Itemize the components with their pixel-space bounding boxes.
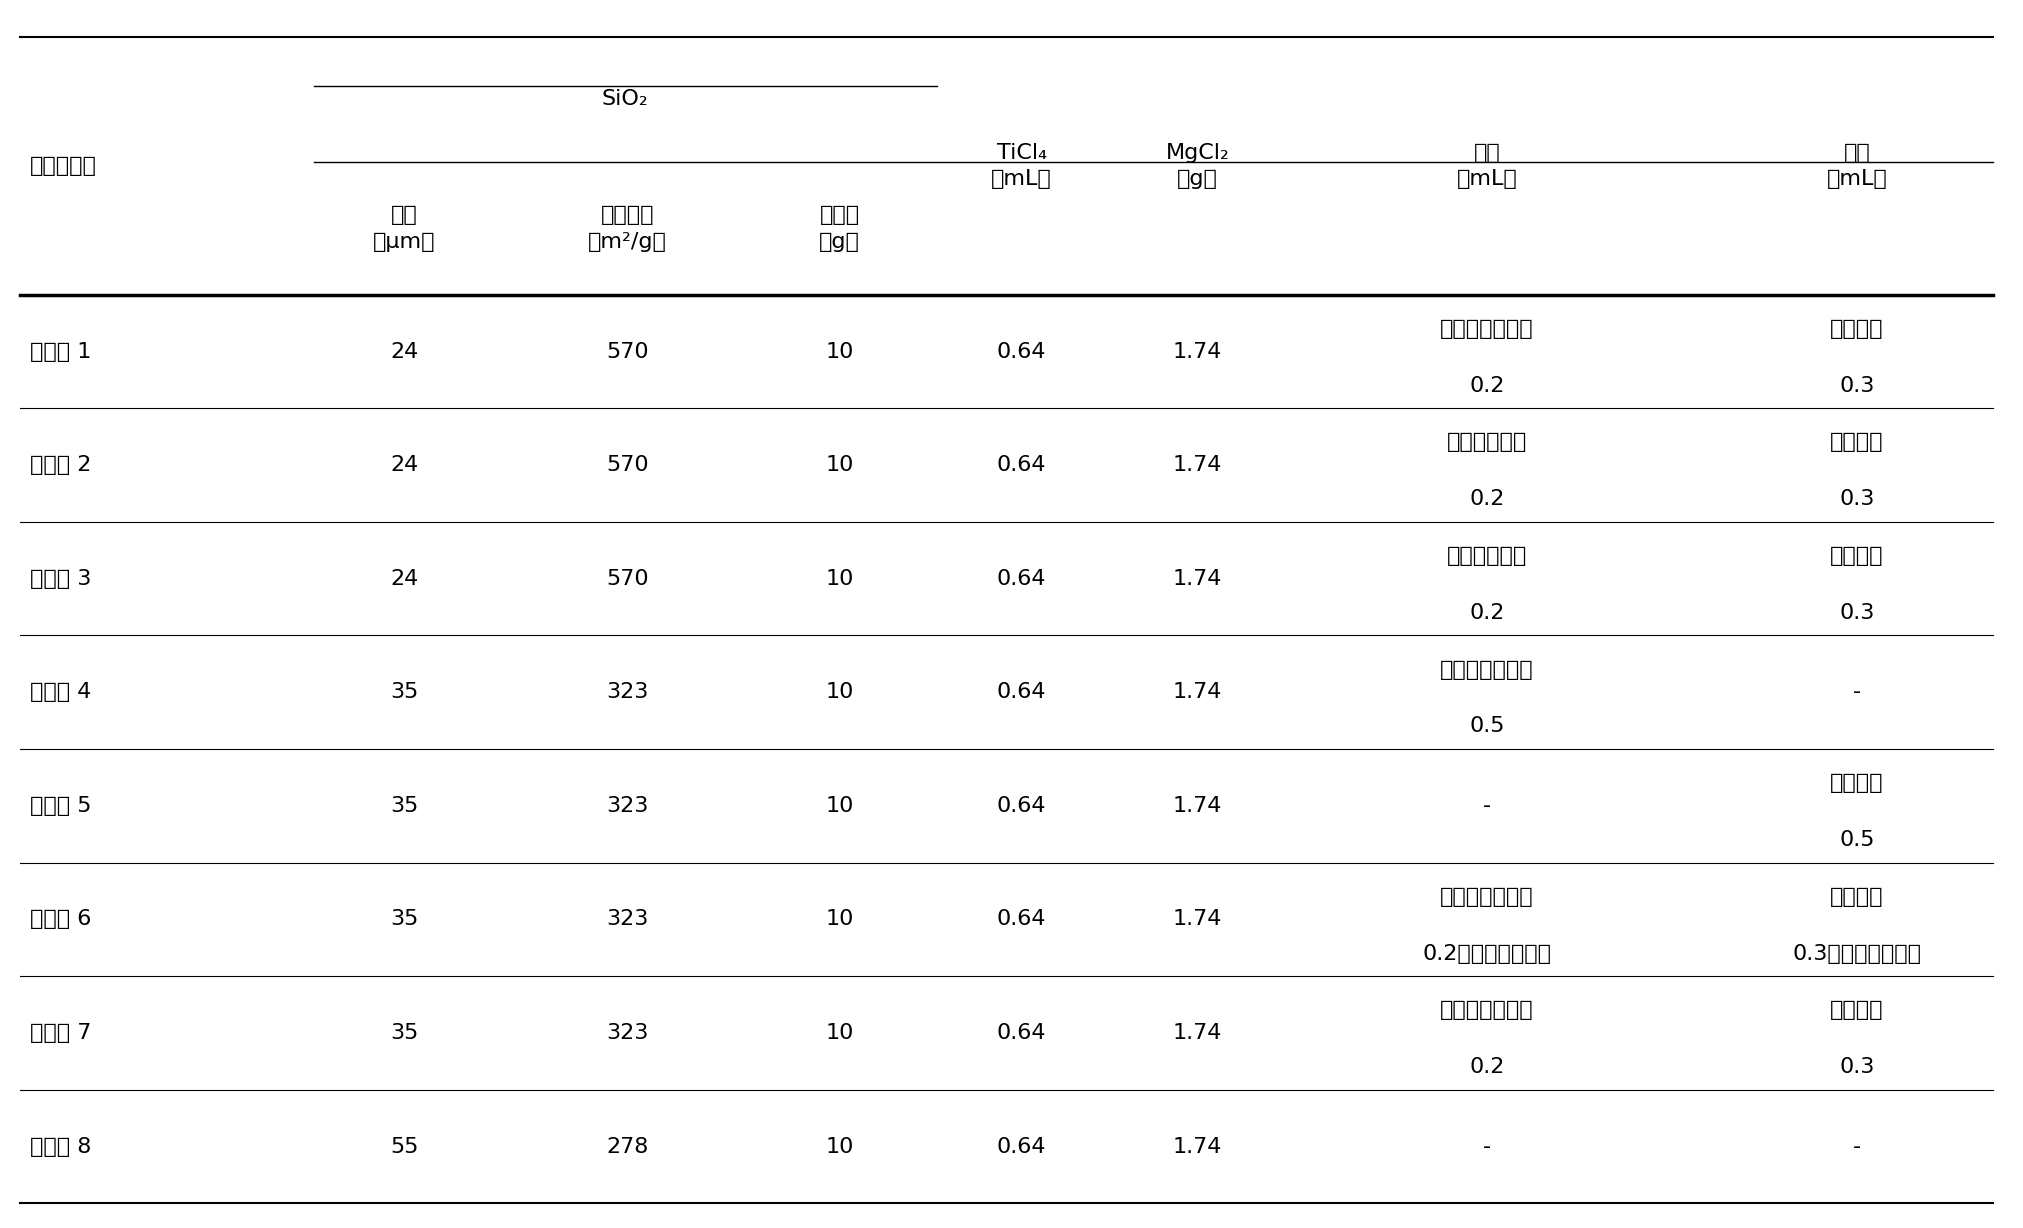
Text: 对比例 8: 对比例 8 — [30, 1137, 91, 1157]
Text: 0.5: 0.5 — [1839, 830, 1875, 850]
Text: -: - — [1483, 796, 1491, 815]
Text: 吵喂
（mL）: 吵喂 （mL） — [1827, 142, 1887, 189]
Text: 10: 10 — [825, 796, 854, 815]
Text: 35: 35 — [390, 1023, 419, 1043]
Text: 10: 10 — [825, 683, 854, 702]
Text: 1.74: 1.74 — [1173, 456, 1222, 475]
Text: 35: 35 — [390, 796, 419, 815]
Text: 10: 10 — [825, 569, 854, 588]
Text: 二甲基二氯硅烷: 二甲基二氯硅烷 — [1440, 659, 1533, 679]
Text: 三甲基氯硅烷: 三甲基氯硅烷 — [1446, 432, 1527, 452]
Text: 四氯吵喂: 四氯吵喂 — [1831, 774, 1883, 793]
Text: 加入量
（g）: 加入量 （g） — [819, 205, 860, 252]
Text: 570: 570 — [605, 456, 649, 475]
Text: SiO₂: SiO₂ — [601, 90, 649, 109]
Text: 二甲基二氯硅烷: 二甲基二氯硅烷 — [1440, 887, 1533, 906]
Text: 24: 24 — [390, 569, 419, 588]
Text: 24: 24 — [390, 456, 419, 475]
Text: TiCl₄
（mL）: TiCl₄ （mL） — [991, 142, 1052, 189]
Text: 323: 323 — [607, 796, 647, 815]
Text: 四氯吵喂: 四氯吵喂 — [1831, 887, 1883, 906]
Text: 323: 323 — [607, 910, 647, 930]
Text: 1.74: 1.74 — [1173, 1023, 1222, 1043]
Text: 0.64: 0.64 — [997, 1023, 1046, 1043]
Text: -: - — [1853, 1137, 1861, 1157]
Text: 四氯吵喂: 四氯吵喂 — [1831, 546, 1883, 566]
Text: 四氯吵喂: 四氯吵喂 — [1831, 319, 1883, 339]
Text: 四溄吵喂: 四溄吵喂 — [1831, 1001, 1883, 1020]
Text: 0.3: 0.3 — [1839, 603, 1875, 623]
Text: 570: 570 — [605, 341, 649, 361]
Text: 10: 10 — [825, 910, 854, 930]
Text: 0.2: 0.2 — [1469, 1057, 1505, 1077]
Text: 35: 35 — [390, 683, 419, 702]
Text: 0.64: 0.64 — [997, 683, 1046, 702]
Text: 四氯吵喂: 四氯吵喂 — [1831, 432, 1883, 452]
Text: 278: 278 — [607, 1137, 647, 1157]
Text: 实施例 6: 实施例 6 — [30, 910, 91, 930]
Text: 比表面积
（m²/g）: 比表面积 （m²/g） — [589, 205, 666, 252]
Text: 323: 323 — [607, 683, 647, 702]
Text: 0.3: 0.3 — [1839, 1057, 1875, 1077]
Text: 二甲基二氯硅烷: 二甲基二氯硅烷 — [1440, 1001, 1533, 1020]
Text: 1.74: 1.74 — [1173, 341, 1222, 361]
Text: 实施例 3: 实施例 3 — [30, 569, 91, 588]
Text: MgCl₂
（g）: MgCl₂ （g） — [1165, 142, 1230, 189]
Text: 1.74: 1.74 — [1173, 683, 1222, 702]
Text: 催化剂组成: 催化剂组成 — [30, 156, 97, 176]
Text: 0.3: 0.3 — [1839, 489, 1875, 510]
Text: 0.2: 0.2 — [1469, 489, 1505, 510]
Text: 实施例 2: 实施例 2 — [30, 456, 91, 475]
Text: 0.3（母液中加入）: 0.3（母液中加入） — [1792, 943, 1922, 964]
Text: 实施例 4: 实施例 4 — [30, 683, 91, 702]
Text: 55: 55 — [390, 1137, 419, 1157]
Text: 35: 35 — [390, 910, 419, 930]
Text: 0.64: 0.64 — [997, 456, 1046, 475]
Text: 粒径
（μm）: 粒径 （μm） — [374, 205, 435, 252]
Text: 24: 24 — [390, 341, 419, 361]
Text: 1.74: 1.74 — [1173, 569, 1222, 588]
Text: 0.2（母液中加入）: 0.2（母液中加入） — [1422, 943, 1552, 964]
Text: 实施例 5: 实施例 5 — [30, 796, 91, 815]
Text: 0.2: 0.2 — [1469, 603, 1505, 623]
Text: 570: 570 — [605, 569, 649, 588]
Text: 10: 10 — [825, 456, 854, 475]
Text: 1.74: 1.74 — [1173, 910, 1222, 930]
Text: 甲基三氯硅烷: 甲基三氯硅烷 — [1446, 546, 1527, 566]
Text: 0.64: 0.64 — [997, 796, 1046, 815]
Text: 1.74: 1.74 — [1173, 796, 1222, 815]
Text: 0.64: 0.64 — [997, 341, 1046, 361]
Text: 10: 10 — [825, 1137, 854, 1157]
Text: 0.64: 0.64 — [997, 910, 1046, 930]
Text: 323: 323 — [607, 1023, 647, 1043]
Text: 二甲基二氯硅烷: 二甲基二氯硅烷 — [1440, 319, 1533, 339]
Text: -: - — [1853, 683, 1861, 702]
Text: 0.64: 0.64 — [997, 569, 1046, 588]
Text: -: - — [1483, 1137, 1491, 1157]
Text: 10: 10 — [825, 341, 854, 361]
Text: 0.64: 0.64 — [997, 1137, 1046, 1157]
Text: 1.74: 1.74 — [1173, 1137, 1222, 1157]
Text: 实施例 1: 实施例 1 — [30, 341, 91, 361]
Text: 0.3: 0.3 — [1839, 376, 1875, 395]
Text: 硅烷
（mL）: 硅烷 （mL） — [1457, 142, 1517, 189]
Text: 0.5: 0.5 — [1469, 716, 1505, 737]
Text: 0.2: 0.2 — [1469, 376, 1505, 395]
Text: 实施例 7: 实施例 7 — [30, 1023, 91, 1043]
Text: 10: 10 — [825, 1023, 854, 1043]
